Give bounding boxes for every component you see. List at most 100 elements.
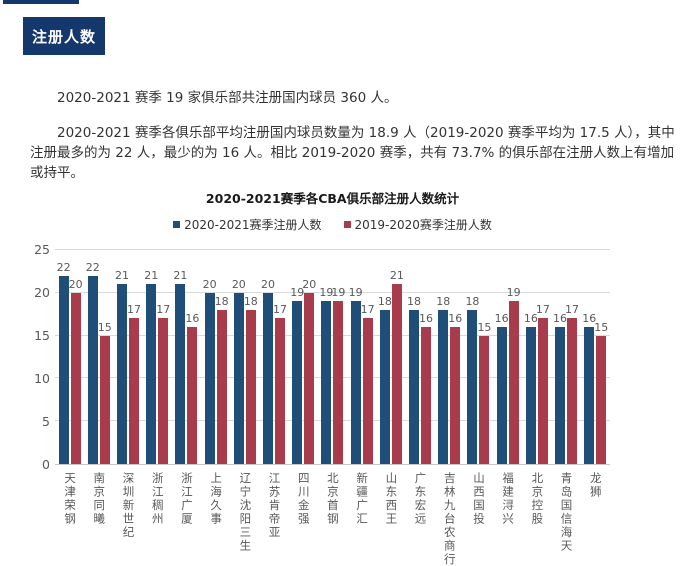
bar-blue: 22: [86, 261, 100, 464]
bar-value-label: 21: [144, 269, 159, 283]
bar-value-label: 16: [553, 312, 568, 326]
x-tick-slot: 江苏肯帝亚: [259, 472, 288, 566]
x-tick-label: 天津荣钢: [63, 472, 78, 526]
bar-group: 16 15: [581, 250, 610, 464]
bar-group: 22 15: [84, 250, 113, 464]
x-tick-slot: 浙江广厦: [172, 472, 201, 566]
bar-value-label: 17: [535, 303, 550, 317]
x-tick-slot: 四川金强: [289, 472, 318, 566]
bar-value-label: 16: [448, 312, 463, 326]
top-partial-tab: [3, 0, 79, 4]
y-axis: 0 5 10 15 20 25: [30, 186, 50, 564]
bar-group: 16 19: [493, 250, 522, 464]
bar-red: 15: [98, 321, 112, 464]
x-tick-label: 福建浔兴: [501, 472, 516, 526]
bar-red: 18: [244, 295, 258, 464]
bar-blue: 19: [319, 286, 333, 464]
bar-group: 18 15: [464, 250, 493, 464]
plot-area: 22 20 22 15 21 17 21 17 21 16 20 18 20 18 20 17 19 20 19 19…: [55, 249, 610, 465]
x-tick-slot: 南京同曦: [84, 472, 113, 566]
bar-group: 22 20: [55, 250, 84, 464]
bar-red: 16: [419, 312, 433, 464]
bar-blue: 18: [378, 295, 392, 464]
bar-group: 18 21: [376, 250, 405, 464]
bar-blue: 16: [495, 312, 509, 464]
bar-value-label: 20: [68, 277, 83, 291]
bar-blue: 18: [465, 295, 479, 464]
bar-red: 20: [302, 278, 316, 464]
registration-bar-chart: 2020-2021赛季各CBA俱乐部注册人数统计 2020-2021赛季注册人数…: [30, 186, 648, 566]
legend-label: 2020-2021赛季注册人数: [184, 218, 322, 232]
section-badge-label: 注册人数: [31, 27, 96, 46]
paragraph-2: 2020-2021 赛季各俱乐部平均注册国内球员数量为 18.9 人（2019-…: [30, 125, 675, 181]
gridline-5: [55, 420, 610, 422]
bar-blue: 20: [261, 278, 275, 464]
y-tick-label: 5: [42, 414, 50, 429]
y-tick-label: 20: [34, 285, 50, 300]
bar-red: 17: [361, 303, 375, 464]
bar-value-label: 15: [97, 320, 112, 334]
bar-red: 19: [507, 286, 521, 464]
x-tick-label: 山东西王: [384, 472, 399, 526]
bar-value-label: 17: [156, 303, 171, 317]
bar-value-label: 16: [523, 312, 538, 326]
x-tick-label: 广东宏远: [413, 472, 428, 526]
bar-blue: 18: [407, 295, 421, 464]
x-axis-labels: 天津荣钢 南京同曦 深圳新世纪 浙江稠州 浙江广厦 上海久事 辽宁沈阳三生 江苏肯帝亚 四川金强…: [55, 472, 610, 566]
bar-group: 20 18: [230, 250, 259, 464]
bar-red: 17: [273, 303, 287, 464]
x-tick-label: 龙狮: [588, 472, 603, 499]
gridline-25: [55, 249, 610, 250]
bar-red: 20: [69, 278, 83, 464]
y-tick-label: 15: [34, 328, 50, 343]
x-tick-slot: 新疆广汇: [347, 472, 376, 566]
bar-blue: 22: [57, 261, 71, 464]
x-tick-slot: 北京首钢: [318, 472, 347, 566]
bar-value-label: 19: [331, 286, 346, 300]
bar-value-label: 17: [565, 303, 580, 317]
bar-red: 18: [215, 295, 229, 464]
bar-value-label: 17: [360, 303, 375, 317]
bar-value-label: 18: [214, 294, 229, 308]
x-tick-slot: 北京控股: [522, 472, 551, 566]
x-tick-slot: 青岛国信海天: [551, 472, 580, 566]
bar-blue: 16: [524, 312, 538, 464]
x-tick-label: 上海久事: [209, 472, 224, 526]
y-tick-label: 0: [42, 457, 50, 472]
bar-value-label: 21: [173, 269, 188, 283]
bar-group: 20 17: [259, 250, 288, 464]
bar-blue: 20: [232, 278, 246, 464]
bar-value-label: 20: [261, 277, 276, 291]
x-tick-label: 四川金强: [296, 472, 311, 526]
bar-group: 21 16: [172, 250, 201, 464]
bar-blue: 21: [115, 269, 129, 464]
bar-red: 19: [331, 286, 345, 464]
bar-value-label: 16: [185, 312, 200, 326]
bar-group: 18 16: [435, 250, 464, 464]
bar-group: 18 16: [405, 250, 434, 464]
x-tick-slot: 龙狮: [581, 472, 610, 566]
bar-value-label: 18: [436, 294, 451, 308]
bar-group: 19 20: [289, 250, 318, 464]
bar-value-label: 16: [582, 312, 597, 326]
bar-value-label: 18: [465, 294, 480, 308]
bar-value-label: 19: [290, 286, 305, 300]
bar-blue: 16: [553, 312, 567, 464]
bar-value-label: 20: [302, 277, 317, 291]
x-tick-label: 浙江稠州: [150, 472, 165, 526]
x-tick-label: 南京同曦: [92, 472, 107, 526]
x-tick-slot: 辽宁沈阳三生: [230, 472, 259, 566]
bar-value-label: 18: [243, 294, 258, 308]
bar-red: 17: [565, 303, 579, 464]
x-tick-slot: 广东宏远: [405, 472, 434, 566]
bar-value-label: 19: [506, 286, 521, 300]
bar-blue: 20: [203, 278, 217, 464]
x-tick-slot: 深圳新世纪: [113, 472, 142, 566]
x-tick-label: 北京控股: [530, 472, 545, 526]
x-tick-label: 深圳新世纪: [121, 472, 136, 540]
bar-value-label: 22: [56, 260, 71, 274]
x-tick-label: 新疆广汇: [355, 472, 370, 526]
bar-group: 20 18: [201, 250, 230, 464]
x-tick-label: 江苏肯帝亚: [267, 472, 282, 540]
